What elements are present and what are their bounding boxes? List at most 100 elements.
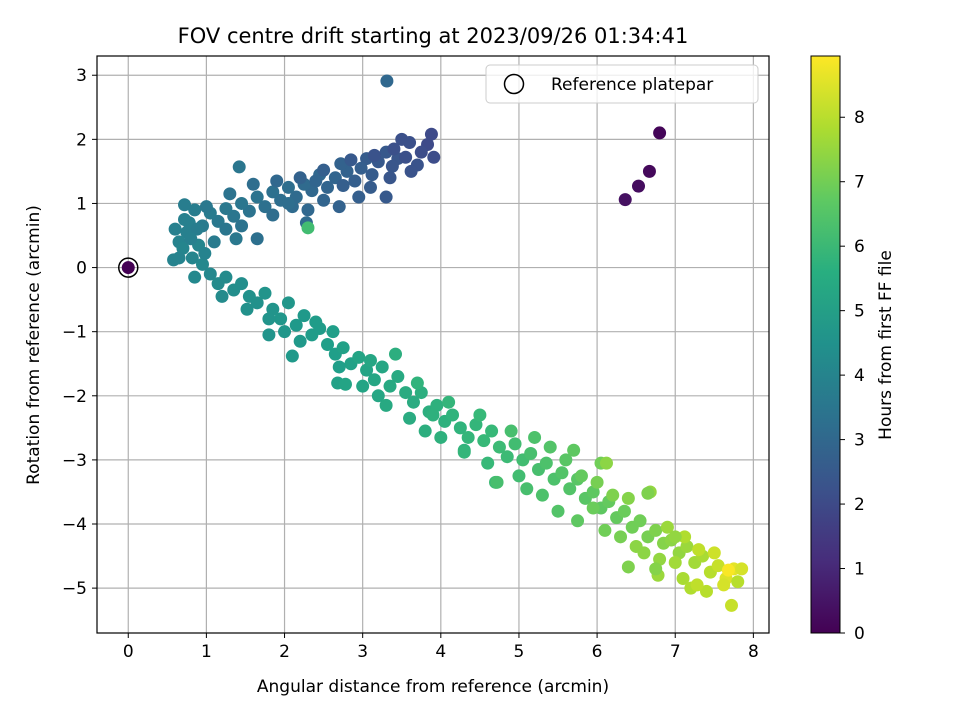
data-point (621, 560, 635, 574)
data-point (266, 208, 280, 222)
data-point (724, 598, 738, 612)
data-point (590, 475, 604, 489)
x-tick-label: 5 (514, 642, 525, 662)
data-point (178, 212, 192, 226)
data-point (461, 430, 475, 444)
data-point (543, 440, 557, 454)
data-point (332, 200, 346, 214)
y-axis-label: Rotation from reference (arcmin) (24, 205, 44, 485)
data-point (363, 180, 377, 194)
data-point (414, 145, 428, 159)
data-point (266, 185, 280, 199)
data-point (344, 153, 358, 167)
y-tick-label: −4 (62, 515, 87, 535)
data-point (617, 504, 631, 518)
colorbar-label: Hours from first FF file (876, 250, 896, 440)
data-point (406, 395, 420, 409)
data-point (473, 408, 487, 422)
data-point (539, 456, 553, 470)
legend: Reference platepar (485, 64, 759, 104)
data-point (512, 469, 526, 483)
data-point (404, 164, 418, 178)
data-point (388, 347, 402, 361)
colorbar: 0 1 2 3 4 5 6 7 8 Hours from first FF file (810, 55, 896, 644)
legend-marker (503, 73, 525, 95)
data-point (678, 530, 692, 544)
y-tick-label: −1 (62, 323, 87, 343)
data-point (235, 196, 249, 210)
data-point (383, 171, 397, 185)
data-point (403, 411, 417, 425)
legend-label: Reference platepar (551, 75, 713, 95)
data-point (250, 190, 264, 204)
data-point (614, 530, 628, 544)
data-point (352, 350, 366, 364)
data-point (555, 466, 569, 480)
data-point (356, 379, 370, 393)
data-point (427, 150, 441, 164)
data-point (326, 325, 340, 339)
data-point (309, 315, 323, 329)
data-point (559, 453, 573, 467)
x-tick-label: 4 (435, 642, 446, 662)
data-point (172, 251, 186, 265)
data-point (195, 257, 209, 271)
data-point (426, 408, 440, 422)
data-point (240, 302, 254, 316)
data-point (379, 190, 393, 204)
data-point (188, 203, 202, 217)
data-points (167, 74, 749, 612)
data-point (281, 196, 295, 210)
y-tick-label: −5 (62, 579, 87, 599)
data-point (481, 456, 495, 470)
data-point (606, 488, 620, 502)
y-axis: 3 2 1 0 −1 −2 −3 −4 −5 (62, 66, 97, 599)
data-point (418, 424, 432, 438)
data-point (278, 325, 292, 339)
data-point (168, 222, 182, 236)
data-point (699, 584, 713, 598)
data-point (309, 174, 323, 188)
x-tick-label: 3 (357, 642, 368, 662)
data-point (453, 421, 467, 435)
chart-title: FOV centre drift starting at 2023/09/26 … (178, 24, 689, 48)
data-point (642, 164, 656, 178)
data-point (250, 296, 264, 310)
data-point (367, 373, 381, 387)
data-point (477, 434, 491, 448)
data-point (293, 334, 307, 348)
data-point (676, 572, 690, 586)
data-point (258, 200, 272, 214)
data-point (391, 370, 405, 384)
data-point (317, 163, 331, 177)
data-point (301, 221, 315, 235)
y-tick-label: −2 (62, 387, 87, 407)
data-point (492, 440, 506, 454)
data-point (649, 562, 663, 576)
data-point (338, 377, 352, 391)
data-point (641, 486, 655, 500)
data-point (563, 482, 577, 496)
data-point (410, 376, 424, 390)
data-point (235, 219, 249, 233)
data-point (668, 555, 682, 569)
data-point (508, 437, 522, 451)
data-point (232, 160, 246, 174)
data-point (711, 559, 725, 573)
data-point (524, 446, 538, 460)
data-point (184, 232, 198, 246)
data-point (219, 270, 233, 284)
data-point (735, 562, 749, 576)
data-point (293, 171, 307, 185)
data-point (690, 578, 704, 592)
data-point (250, 232, 264, 246)
data-point (352, 190, 366, 204)
data-point (262, 312, 276, 326)
data-point (399, 150, 413, 164)
data-point (485, 424, 499, 438)
data-point (598, 523, 612, 537)
data-point (317, 193, 331, 207)
data-point (285, 349, 299, 363)
data-point (246, 177, 260, 191)
x-tick-label: 6 (592, 642, 603, 662)
